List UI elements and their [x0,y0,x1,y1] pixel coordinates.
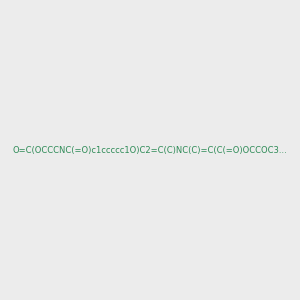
Text: O=C(OCCCNC(=O)c1ccccc1O)C2=C(C)NC(C)=C(C(=O)OCCOC3...: O=C(OCCCNC(=O)c1ccccc1O)C2=C(C)NC(C)=C(C… [13,146,287,154]
